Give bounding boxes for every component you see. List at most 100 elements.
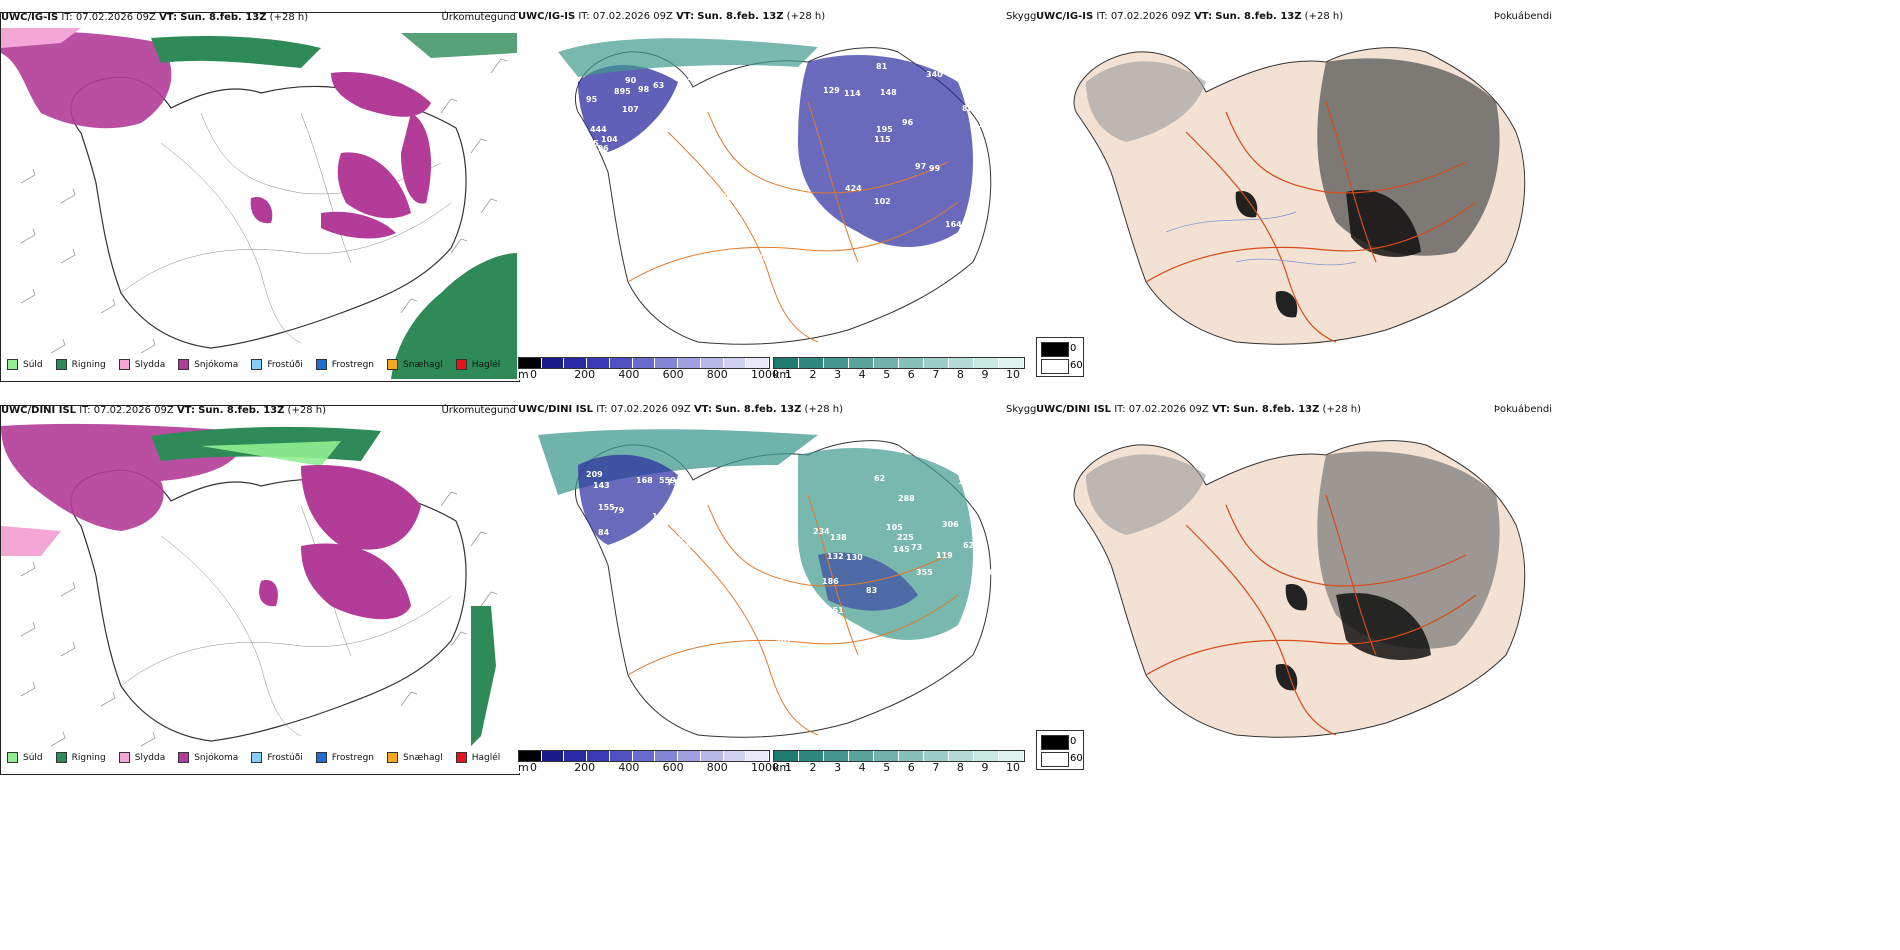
visibility-value-label: 288: [898, 494, 915, 503]
visibility-value-label: 143: [593, 481, 610, 490]
colorbar-tick-label: 2: [809, 368, 817, 381]
height-colorbar-segment: [746, 358, 770, 368]
precip-legend-swatch: [251, 752, 263, 763]
fog-label-1: 60: [1070, 753, 1083, 764]
panel-header: UWC/DINI ISL IT: 07.02.2026 09Z VT: Sun.…: [1, 405, 326, 416]
height-colorbar-segment: [746, 751, 770, 761]
colorbar-tick-label: 6: [907, 761, 915, 774]
visibility-value-label: 151: [827, 606, 844, 615]
precip-map-top: [1, 28, 517, 379]
visibility-colorbar-segment: [849, 358, 874, 368]
precip-legend-swatch: [315, 752, 327, 763]
colorbar-tick-label: 200: [574, 368, 596, 381]
height-colorbar-segment: [632, 358, 656, 368]
precip-legend-label: Frostregn: [331, 752, 375, 763]
visibility-value-label: 559: [659, 476, 676, 485]
visibility-panel-top: 941 95 153 107 63 196 90 98 444 895 165 104 148 96 99 1…: [518, 11, 1046, 381]
colorbar-tick-label: 2: [809, 761, 817, 774]
visibility-value-label: 117: [725, 623, 742, 632]
visibility-value-label: 81: [876, 62, 888, 71]
precip-legend-label: Snjókoma: [194, 359, 239, 370]
height-colorbar-segment: [678, 358, 701, 368]
fog-label-0: 0: [1070, 343, 1077, 354]
fog-swatch-0: [1041, 342, 1069, 357]
visibility-colorbar-segment: [774, 751, 799, 761]
visibility-value-label: 75: [793, 238, 805, 247]
precip-legend-label: Frostúði: [267, 359, 303, 370]
height-colorbar-segment: [541, 358, 565, 368]
visibility-value-label: 70: [764, 227, 776, 236]
fog-panel-bottom: UWC/DINI ISL IT: 07.02.2026 09Z VT: Sun.…: [1036, 404, 1556, 773]
visibility-value-label: 355: [916, 568, 933, 577]
visibility-colorbar-segment: [924, 751, 949, 761]
precip-legend-item: Snæhagl: [387, 752, 443, 763]
visibility-value-label: 155: [598, 503, 615, 512]
visibility-value-label: 367: [775, 636, 792, 645]
precip-legend-item: Frostúði: [251, 359, 303, 370]
precip-legend-swatch: [55, 359, 67, 370]
colorbar-tick-label: 7: [932, 761, 940, 774]
wind-barbs: [20, 58, 508, 354]
fog-legend: 0 60: [1036, 337, 1084, 377]
visibility-value-label: 895: [614, 87, 631, 96]
visibility-value-label: 261: [957, 462, 974, 471]
precip-legend-item: Haglél: [455, 359, 501, 370]
colorbar-tick-label: 600: [662, 368, 684, 381]
height-colorbar-segment: [723, 751, 747, 761]
visibility-value-label: 168: [767, 578, 784, 587]
fog-swatch-1: [1041, 752, 1069, 767]
height-colorbar-segment: [519, 358, 542, 368]
precip-legend-item: Frostregn: [315, 752, 375, 763]
height-colorbar-segment: [678, 751, 701, 761]
precip-legend-swatch: [7, 752, 18, 763]
colorbar-tick-label: 800: [706, 761, 728, 774]
panel-header: UWC/DINI ISL IT: 07.02.2026 09Z VT: Sun.…: [1036, 404, 1361, 415]
precip-legend-swatch: [387, 752, 399, 763]
visibility-value-label: 127: [673, 535, 690, 544]
visibility-value-label: 96: [902, 118, 914, 127]
panel-header: UWC/IG-IS IT: 07.02.2026 09Z VT: Sun. 8.…: [518, 11, 826, 22]
height-colorbar-segment: [655, 358, 679, 368]
height-colorbar-segment: [655, 751, 679, 761]
height-colorbar-segment: [564, 751, 588, 761]
visibility-value-label: 488: [738, 584, 755, 593]
colorbar-tick-label: 10: [1006, 368, 1020, 381]
precip-legend-item: Frostúði: [251, 752, 303, 763]
colorbar-tick-label: 4: [858, 761, 866, 774]
precip-legend-label: Haglél: [471, 359, 501, 370]
fog-swatch-1: [1041, 359, 1069, 374]
precip-legend-swatch: [118, 359, 130, 370]
height-colorbar-segment: [723, 358, 747, 368]
visibility-value-label: 73: [911, 543, 922, 552]
visibility-value-label: 141: [708, 196, 725, 205]
visibility-value-label: 62: [874, 474, 885, 483]
visibility-colorbar-segment: [949, 751, 974, 761]
visibility-value-label: 84: [598, 528, 610, 537]
precip-legend-swatch: [7, 359, 18, 370]
visibility-colorbar: [773, 750, 1025, 762]
precip-legend-label: Rigning: [71, 359, 106, 370]
precip-legend-swatch: [251, 359, 263, 370]
field-label: Skyggni: [1006, 404, 1046, 415]
visibility-value-label: 131: [772, 218, 789, 227]
precip-legend-label: Súld: [23, 752, 43, 763]
field-label: Úrkomutegund: [441, 405, 516, 416]
visibility-colorbar-segment: [874, 751, 899, 761]
visibility-ticks: km 1 2 3 4 5 6 7 8 9 10: [773, 761, 1023, 774]
height-colorbar-segment: [564, 358, 588, 368]
panel-header: UWC/IG-IS IT: 07.02.2026 09Z VT: Sun. 8.…: [1, 12, 309, 23]
field-label: Þokuábendi: [1493, 11, 1552, 22]
precip-legend-label: Slydda: [134, 752, 166, 763]
precip-legend-item: Snæhagl: [387, 359, 443, 370]
precip-legend-item: Frostregn: [315, 359, 374, 370]
colorbar-tick-label: 5: [883, 761, 891, 774]
visibility-value-label: 130: [846, 553, 863, 562]
visibility-value-label: 97: [915, 162, 926, 171]
visibility-value-label: 114: [844, 89, 861, 98]
visibility-panel-bottom: 189 155 142 209 90 143 84 79 71 168 559 127 83 62 73 18…: [518, 404, 1046, 774]
colorbar-tick-label: 1: [785, 368, 792, 381]
height-colorbar-segment: [609, 751, 633, 761]
visibility-colorbar-segment: [774, 358, 799, 368]
visibility-colorbar-segment: [849, 751, 874, 761]
visibility-value-label: 95: [586, 95, 598, 104]
